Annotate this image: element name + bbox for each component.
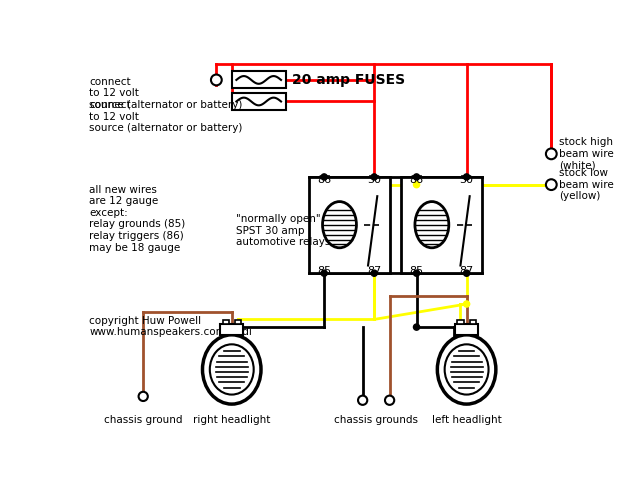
Text: all new wires
are 12 gauge
except:
relay grounds (85)
relay triggers (86)
may be: all new wires are 12 gauge except: relay…: [90, 185, 186, 252]
Bar: [455, 324, 478, 335]
Text: stock low
beam wire
(yellow): stock low beam wire (yellow): [559, 168, 614, 201]
Text: connect
to 12 volt
source (alternator or battery): connect to 12 volt source (alternator or…: [90, 100, 243, 133]
Bar: [232, 72, 285, 88]
Bar: [235, 320, 241, 324]
Circle shape: [321, 270, 327, 276]
Circle shape: [546, 148, 557, 159]
Ellipse shape: [437, 335, 496, 404]
Bar: [232, 93, 285, 110]
Bar: [308, 177, 390, 273]
Circle shape: [463, 174, 470, 180]
Text: 86: 86: [410, 175, 424, 185]
Ellipse shape: [323, 202, 356, 248]
Text: chassis grounds: chassis grounds: [334, 415, 418, 425]
Ellipse shape: [202, 335, 261, 404]
Ellipse shape: [415, 202, 449, 248]
Bar: [401, 177, 482, 273]
Text: 87: 87: [460, 265, 474, 276]
Text: connect
to 12 volt
source (alternator or battery): connect to 12 volt source (alternator or…: [90, 77, 243, 110]
Text: 30: 30: [367, 175, 381, 185]
Circle shape: [358, 396, 367, 405]
Text: 86: 86: [317, 175, 332, 185]
Circle shape: [139, 392, 148, 401]
Text: 20 amp FUSES: 20 amp FUSES: [292, 73, 405, 87]
Text: "normally open"
SPST 30 amp
automotive relays: "normally open" SPST 30 amp automotive r…: [236, 214, 330, 248]
Circle shape: [546, 179, 557, 190]
Circle shape: [371, 174, 378, 180]
Circle shape: [413, 174, 420, 180]
Circle shape: [321, 174, 327, 180]
Text: 30: 30: [460, 175, 474, 185]
Circle shape: [413, 181, 420, 188]
Circle shape: [413, 270, 420, 276]
Text: right headlight: right headlight: [193, 415, 271, 425]
Circle shape: [385, 396, 394, 405]
Ellipse shape: [210, 344, 253, 395]
Text: 87: 87: [367, 265, 381, 276]
Text: chassis ground: chassis ground: [104, 415, 182, 425]
Circle shape: [371, 270, 378, 276]
Circle shape: [413, 324, 420, 330]
Circle shape: [463, 270, 470, 276]
Text: left headlight: left headlight: [432, 415, 502, 425]
Text: stock high
beam wire
(white): stock high beam wire (white): [559, 137, 614, 170]
Text: 85: 85: [317, 265, 332, 276]
Circle shape: [211, 74, 221, 85]
Bar: [458, 320, 463, 324]
Bar: [470, 320, 476, 324]
Text: copyright Huw Powell
www.humanspeakers.com/audi: copyright Huw Powell www.humanspeakers.c…: [90, 315, 252, 337]
Ellipse shape: [445, 344, 488, 395]
Bar: [223, 320, 228, 324]
Text: 85: 85: [410, 265, 424, 276]
Circle shape: [463, 301, 470, 307]
Bar: [220, 324, 243, 335]
